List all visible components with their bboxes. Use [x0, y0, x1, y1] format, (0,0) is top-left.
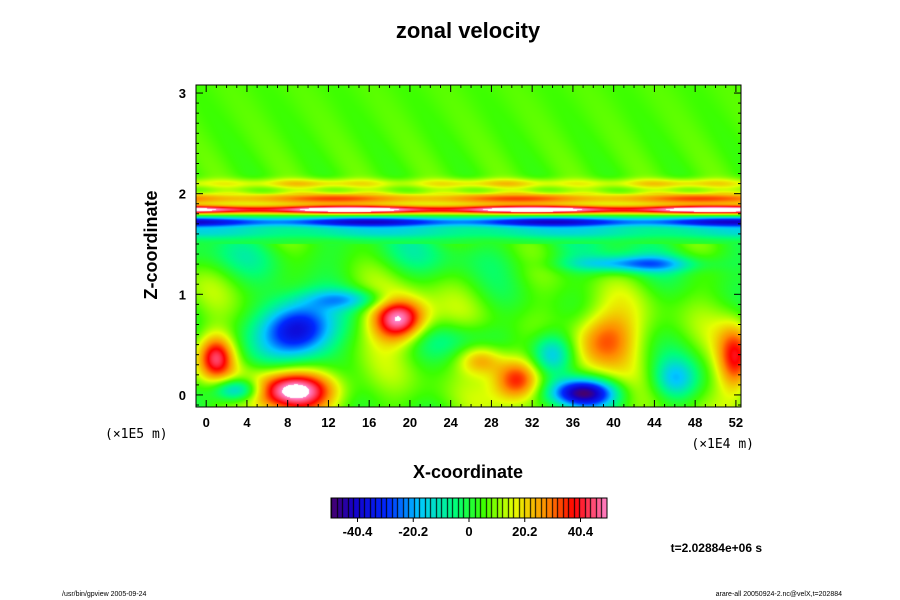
x-tick-label: 0	[203, 415, 210, 430]
x-tick-label: 16	[362, 415, 376, 430]
colorbar-ticks: -40.4 -20.2 0 20.2 40.4	[343, 518, 594, 539]
y-axis-label: Z-coordinate	[141, 190, 161, 299]
chart-title: zonal velocity	[396, 18, 541, 43]
colorbar: -40.4 -20.2 0 20.2 40.4	[330, 497, 608, 539]
y-tick-label: 1	[179, 287, 186, 302]
y-unit-label: (×1E5 m)	[105, 427, 168, 442]
x-axis-label: X-coordinate	[413, 462, 523, 482]
x-unit-label: (×1E4 m)	[691, 437, 754, 452]
x-tick-label: 36	[566, 415, 580, 430]
colorbar-tick-label: 40.4	[568, 524, 594, 539]
heatmap-area	[195, 84, 742, 408]
x-tick-label: 12	[321, 415, 335, 430]
footer-right: arare-all 20050924-2.nc@velX,t=202884	[716, 591, 842, 598]
colorbar-tick-label: 20.2	[512, 524, 537, 539]
colorbar-tick-label: 0	[465, 524, 472, 539]
plot-frame	[195, 84, 742, 408]
x-tick-label: 40	[606, 415, 620, 430]
x-tick-label: 8	[284, 415, 291, 430]
footer-left: /usr/bin/gpview 2005-09-24	[62, 591, 147, 598]
x-axis: 0 4 8 12 16 20 24 28 32 36 40 44 48 52	[195, 85, 743, 430]
x-tick-label: 28	[484, 415, 498, 430]
x-tick-label: 20	[403, 415, 417, 430]
x-tick-label: 48	[688, 415, 702, 430]
y-tick-label: 2	[179, 187, 186, 202]
x-tick-label: 52	[729, 415, 743, 430]
y-tick-label: 3	[179, 86, 186, 101]
time-label: t=2.02884e+06 s	[671, 541, 763, 555]
y-axis: 0 1 2 3	[179, 86, 741, 406]
x-tick-label: 4	[243, 415, 251, 430]
x-tick-label: 32	[525, 415, 539, 430]
colorbar-tick-label: -20.2	[398, 524, 428, 539]
y-tick-label: 0	[179, 388, 186, 403]
colorbar-tick-label: -40.4	[343, 524, 373, 539]
x-tick-label: 44	[647, 415, 662, 430]
x-tick-label: 24	[443, 415, 458, 430]
